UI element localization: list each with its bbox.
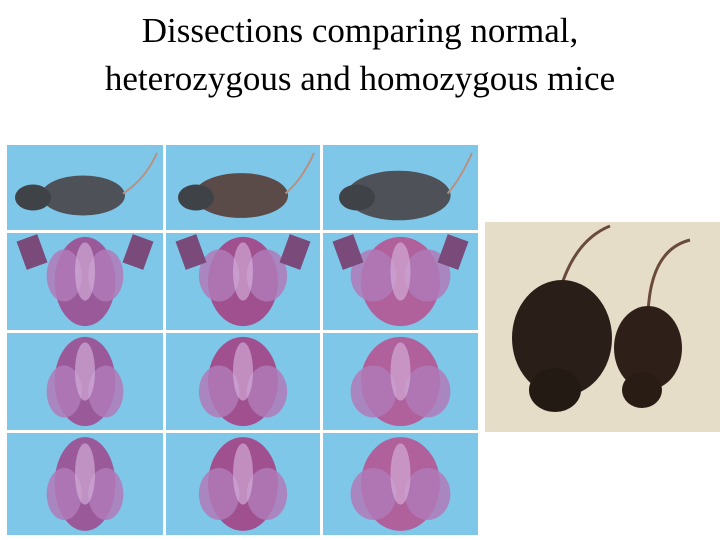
highlight — [75, 443, 95, 505]
muscle-right — [246, 365, 288, 418]
limb — [279, 234, 311, 270]
dissection-photo-grid — [6, 144, 479, 536]
large-mouse-head — [529, 368, 581, 412]
muscle-left — [46, 249, 82, 302]
small-mouse-head — [622, 372, 662, 408]
muscle-left — [198, 365, 240, 418]
highlight — [233, 443, 253, 505]
muscle-left — [46, 365, 82, 418]
highlight — [75, 342, 95, 401]
muscle-right — [88, 468, 124, 520]
mouse-tail — [284, 152, 315, 195]
muscle-right — [246, 468, 288, 520]
large-mouse — [512, 280, 612, 396]
muscle-right — [404, 468, 451, 520]
title-line: Dissections comparing normal, — [142, 11, 578, 50]
muscle-left — [198, 249, 240, 302]
highlight — [233, 242, 253, 301]
muscle-left — [198, 468, 240, 520]
mouse-tail — [446, 152, 473, 195]
mouse-body — [193, 173, 289, 218]
muscle-right — [88, 249, 124, 302]
highlight — [390, 242, 411, 301]
highlight — [390, 342, 411, 401]
title-line: heterozygous and homozygous mice — [105, 59, 615, 98]
mouse-head — [178, 184, 214, 211]
highlight — [390, 443, 411, 505]
mouse-tail — [122, 152, 158, 195]
limb — [122, 234, 154, 270]
mouse-body — [41, 175, 125, 216]
highlight — [233, 342, 253, 401]
limb — [437, 234, 469, 270]
muscle-left — [350, 365, 397, 418]
highlight — [75, 242, 95, 301]
muscle-right — [88, 365, 124, 418]
small-mouse — [614, 306, 682, 390]
muscle-right — [404, 365, 451, 418]
limb — [175, 234, 207, 270]
mice-photo — [485, 222, 720, 432]
limb — [332, 234, 364, 270]
mouse-body — [346, 170, 451, 221]
mouse-tail — [646, 238, 691, 316]
limb — [16, 234, 48, 270]
mouse-head — [15, 184, 51, 211]
muscle-right — [246, 249, 288, 302]
mouse-head — [339, 184, 375, 211]
muscle-left — [350, 468, 397, 520]
muscle-left — [46, 468, 82, 520]
